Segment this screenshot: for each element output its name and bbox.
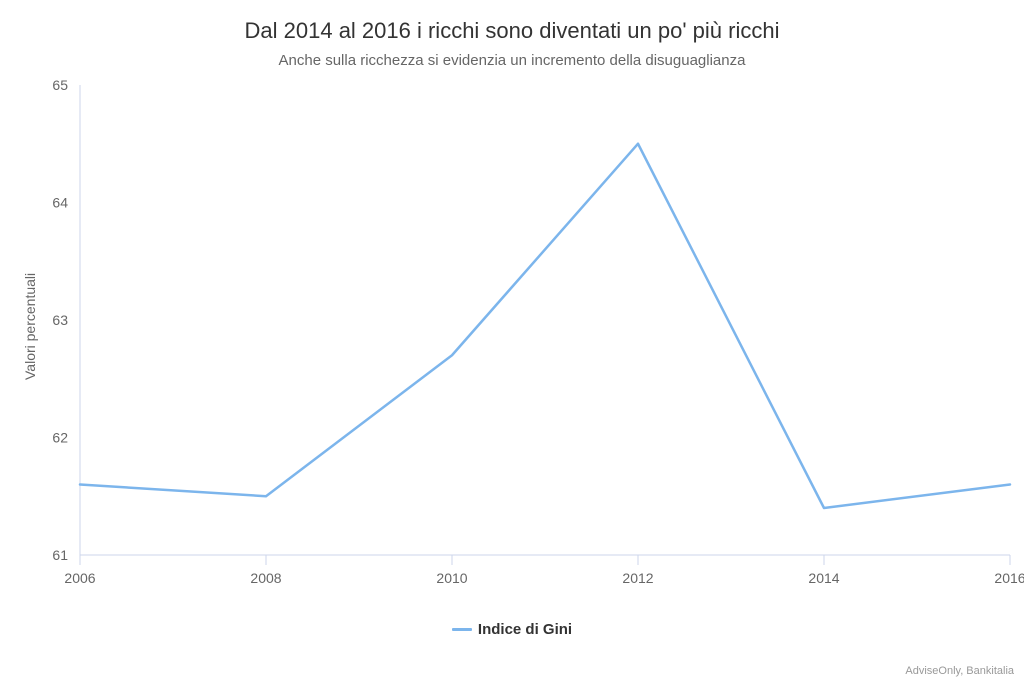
y-axis-title: Valori percentuali xyxy=(22,273,38,380)
x-tick-label: 2008 xyxy=(250,570,281,586)
legend: Indice di Gini xyxy=(0,618,1024,638)
chart-container: Dal 2014 al 2016 i ricchi sono diventati… xyxy=(0,0,1024,683)
legend-line-icon xyxy=(452,628,472,631)
x-tick-label: 2010 xyxy=(436,570,467,586)
x-tick-label: 2016 xyxy=(994,570,1024,586)
legend-item[interactable]: Indice di Gini xyxy=(452,621,572,638)
x-tick-label: 2006 xyxy=(64,570,95,586)
legend-label: Indice di Gini xyxy=(478,621,572,638)
x-tick-label: 2014 xyxy=(808,570,839,586)
y-tick-label: 64 xyxy=(52,195,68,211)
chart-title: Dal 2014 al 2016 i ricchi sono diventati… xyxy=(0,0,1024,44)
series-line xyxy=(80,144,1010,508)
plot-area: 6162636465200620082010201220142016 xyxy=(80,85,1010,555)
plot-svg: 6162636465200620082010201220142016 xyxy=(80,85,1010,595)
chart-subtitle: Anche sulla ricchezza si evidenzia un in… xyxy=(0,44,1024,69)
x-tick-label: 2012 xyxy=(622,570,653,586)
y-tick-label: 65 xyxy=(52,77,68,93)
y-tick-label: 62 xyxy=(52,430,68,446)
y-tick-label: 61 xyxy=(52,547,68,563)
credits: AdviseOnly, Bankitalia xyxy=(905,665,1014,677)
y-tick-label: 63 xyxy=(52,312,68,328)
